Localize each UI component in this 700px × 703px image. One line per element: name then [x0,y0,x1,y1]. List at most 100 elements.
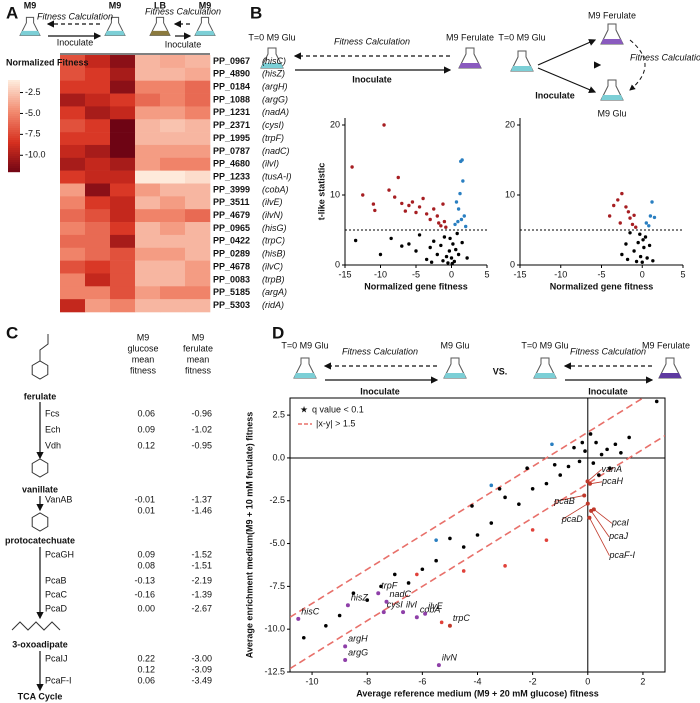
heatmap-cell [135,132,161,146]
ferulate-fitness: -1.37 [191,494,212,504]
colorbar-step [8,158,20,161]
colorbar-step [8,126,20,129]
y-tick-label: 20 [505,119,515,129]
point [371,202,376,206]
heatmap-cell [60,157,86,171]
row-label: PP_5303 [213,300,250,310]
point [627,435,631,440]
heatmap-cell [185,119,211,133]
annotated-point [414,615,419,620]
point [638,232,642,236]
point [652,215,657,220]
ferulate-fitness: -1.46 [191,505,212,515]
heatmap-cell [110,222,136,236]
ferulate-fitness: -2.67 [191,603,212,613]
colorbar-step [8,134,20,137]
point [434,538,438,542]
point [407,242,411,246]
point [439,224,443,228]
point [446,261,450,265]
row-gene: (argH) [262,82,288,92]
colorbar-step [8,144,20,147]
heatmap-cell [160,260,186,274]
scheme-text: Fitness Calculation [334,36,410,46]
heatmap-cell [110,247,136,261]
point [448,536,452,541]
row-label: PP_4678 [213,261,250,271]
flask-liquid [601,39,623,44]
point [424,257,429,262]
heatmap-cell [160,119,186,133]
heatmap-cell [85,93,111,107]
glucose-fitness: 0.22 [137,653,155,663]
ferulate-fitness: -3.00 [191,653,212,663]
x-tick-label: 0 [585,676,590,686]
point-label: pcaH [601,476,624,486]
row-label: PP_1088 [213,94,250,104]
colorbar-step [8,122,20,125]
heatmap-cell [110,183,136,197]
point-label: trpC [453,613,471,623]
scheme-text: M9 Ferulate [588,10,636,20]
colorbar-step [8,118,20,121]
leader [587,469,602,482]
row-gene: (argG) [262,94,288,104]
point [456,219,460,224]
glucose-fitness: -0.13 [134,575,155,585]
point-label: hisZ [351,593,369,603]
colorbar-step [8,108,20,111]
heatmap-cell [60,286,86,300]
compound: TCA Cycle [18,691,63,701]
point [599,452,604,457]
panel-label: D [272,323,284,342]
compound: vanillate [22,484,58,494]
y-tick-label: -7.5 [269,581,285,591]
colorbar-step [8,80,20,83]
heatmap-cell [135,286,161,300]
arrow [629,39,646,91]
point [625,257,630,262]
leader [593,508,613,524]
scheme-text: M9 Glu [597,108,626,118]
colorbar-step [8,86,20,89]
heatmap-cell [160,234,186,249]
heatmap-cell [60,196,86,210]
scheme-text: M9 [24,0,37,10]
x-axis-label: Average reference medium (M9 + 20 mM glu… [356,688,599,698]
heatmap-cell [85,222,111,236]
point [460,240,464,245]
flask-liquid [261,63,283,68]
point [544,538,549,542]
colorbar-step [8,98,20,101]
flask-icon [194,16,216,36]
point [439,243,443,248]
row-label: PP_0083 [213,274,250,284]
point-label: ilvN [442,653,457,663]
heatmap-cell [135,209,161,223]
flask-liquid [459,63,481,68]
row-gene: (trpF) [262,133,284,143]
point-label: pcaI [611,518,630,528]
flask-liquid [659,373,681,378]
point [580,440,585,445]
point [392,572,397,577]
panel-label: B [250,3,262,22]
row-label: PP_3511 [213,197,250,207]
y-tick-label: 0.0 [272,452,285,462]
heatmap-cell [110,234,136,249]
point [577,459,582,464]
heatmap-cell [110,132,136,146]
point [406,581,411,585]
row-gene: (ilvN) [262,210,283,220]
scheme-text: Inoculate [360,386,400,396]
annotated-point [296,616,301,621]
heatmap-cell [110,170,136,184]
heatmap-cell [110,55,136,69]
scheme-text: Fitness Calculation [630,52,700,62]
heatmap-cell [135,157,161,171]
heatmap-cell [135,247,161,261]
enzyme: PcaD [45,603,68,613]
flask-icon [600,79,624,101]
glucose-fitness: 0.09 [137,424,155,434]
